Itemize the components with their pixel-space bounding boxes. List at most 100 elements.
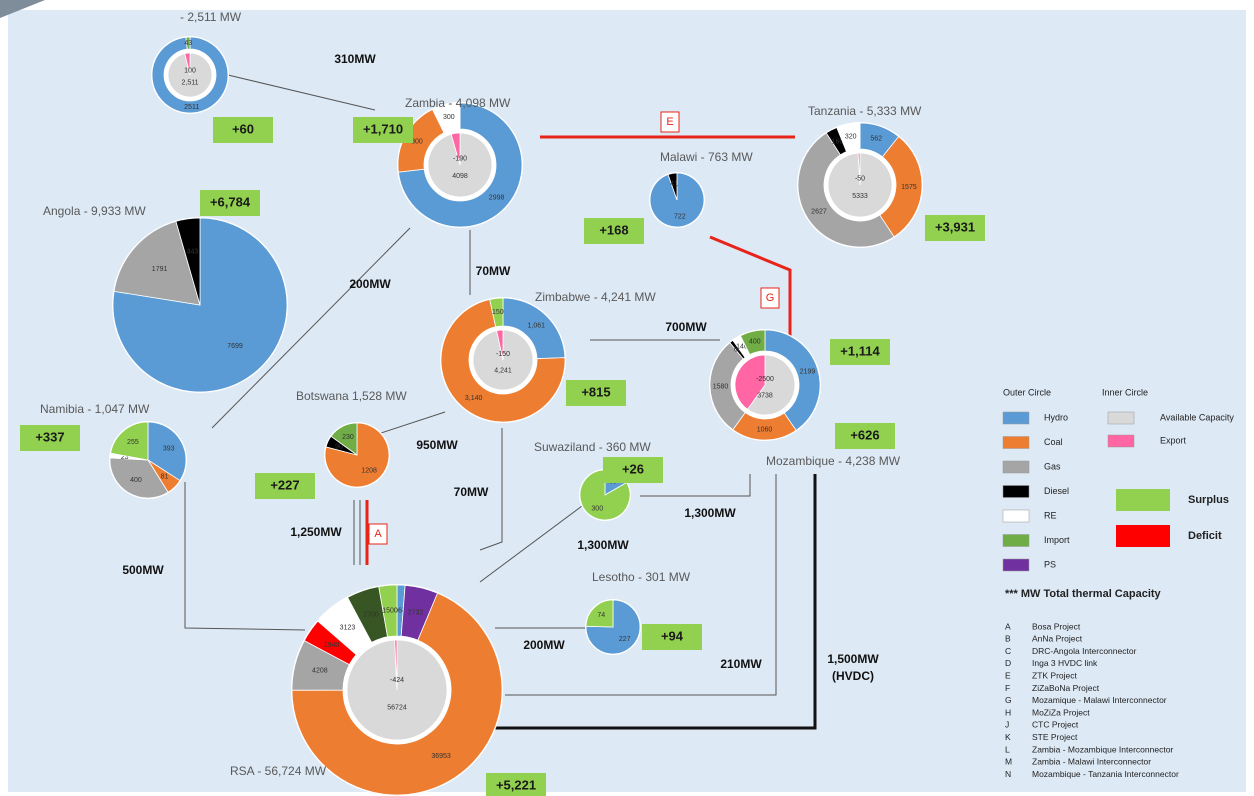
legend-label: Diesel xyxy=(1044,486,1069,496)
link-label: 1,250MW xyxy=(290,525,342,539)
balance: +60 xyxy=(232,121,254,136)
legend-swatch xyxy=(1116,489,1170,511)
slice-label: 1580 xyxy=(713,383,729,390)
slice xyxy=(110,421,149,461)
balance: +26 xyxy=(622,461,644,476)
links xyxy=(184,74,817,730)
balance-box xyxy=(584,218,644,244)
slice-label: 1500 xyxy=(382,608,398,615)
link-line xyxy=(184,482,306,631)
project-code: D xyxy=(1005,658,1011,668)
link-label: 500MW xyxy=(122,563,164,577)
slice xyxy=(151,36,229,114)
slice-label: 2998 xyxy=(489,194,505,201)
project-code: N xyxy=(1005,769,1011,779)
slice xyxy=(764,329,821,431)
legend-swatch xyxy=(1116,525,1170,547)
slice-label: 90 xyxy=(335,443,343,450)
slice-label: 2627 xyxy=(811,209,827,216)
slice-label: 400 xyxy=(749,339,761,346)
link-label: 200MW xyxy=(523,638,565,652)
available-label: 4,241 xyxy=(494,367,512,374)
slice-label: 800 xyxy=(411,138,423,145)
legend-label: Export xyxy=(1160,435,1187,445)
marker-box xyxy=(660,111,680,133)
country: 1,061 3,140 150 4,241 -150 Zimbabwe - 4,241 M… xyxy=(440,290,656,423)
balance-box xyxy=(213,117,273,143)
slice-label: 160 xyxy=(832,138,844,145)
available-label: 56724 xyxy=(387,704,407,711)
slice xyxy=(175,217,201,306)
legend-swatch xyxy=(1107,434,1135,448)
project-code: E xyxy=(1005,670,1011,680)
legend-title: Outer Circle xyxy=(1003,387,1051,397)
slice-label: 3,140 xyxy=(465,395,483,402)
slice xyxy=(109,457,169,499)
project-code: B xyxy=(1005,634,1011,644)
slice-label: 562 xyxy=(870,136,882,143)
marker-box xyxy=(368,523,388,545)
slice-label: 1,061 xyxy=(528,322,546,329)
slice xyxy=(427,132,493,198)
slice-label: 230 xyxy=(342,434,354,441)
balance: +168 xyxy=(599,222,628,237)
slice-label: 1791 xyxy=(152,266,168,273)
link-label: 200MW xyxy=(349,277,391,291)
slice-label: 300 xyxy=(591,505,603,512)
marker: E xyxy=(666,116,673,128)
slice xyxy=(489,297,504,328)
link-label: 1,300MW xyxy=(684,506,736,520)
slice-label: 664 xyxy=(394,607,406,614)
slice xyxy=(857,152,861,186)
available-label: 4098 xyxy=(452,173,468,180)
project-name: Zambia - Mozambique Interconnector xyxy=(1032,744,1173,754)
annotation: +626 xyxy=(850,427,879,442)
available-label: 3738 xyxy=(757,392,773,399)
slice-label: 320 xyxy=(845,134,857,141)
export-label: -50 xyxy=(855,175,865,182)
slice-label: 443 xyxy=(187,248,199,255)
balance-box xyxy=(925,215,985,241)
balance: +6,784 xyxy=(210,194,251,209)
balance: +1,710 xyxy=(363,121,403,136)
balance: +94 xyxy=(661,628,684,643)
slice-label: 227 xyxy=(619,636,631,643)
country-title: Lesotho - 301 MW xyxy=(592,570,691,584)
slice-label: 2511 xyxy=(184,104,199,111)
slice xyxy=(431,102,461,134)
balance: +3,931 xyxy=(935,219,975,234)
slice xyxy=(496,329,504,361)
country-title: RSA - 56,724 MW xyxy=(230,764,327,778)
country-title: Zimbabwe - 4,241 MW xyxy=(535,290,656,304)
country: 393 81 400 23 255 Namibia - 1,047 MW +337 xyxy=(20,402,187,499)
project-line xyxy=(709,235,792,336)
slice-label: 1940 xyxy=(324,642,340,649)
legend-label: Hydro xyxy=(1044,412,1068,422)
marker-box xyxy=(760,287,780,309)
slice xyxy=(185,36,191,50)
balance-box xyxy=(20,425,80,451)
legend-title: Inner Circle xyxy=(1102,387,1148,397)
legend-swatch xyxy=(1002,485,1030,498)
balance-box xyxy=(255,473,315,499)
marker: G xyxy=(766,292,775,304)
legend-label: Gas xyxy=(1044,461,1061,471)
project-name: STE Project xyxy=(1032,732,1078,742)
slice-label: 81 xyxy=(161,474,169,481)
slice xyxy=(378,584,398,638)
balance-box xyxy=(566,380,626,406)
slice-label: 36953 xyxy=(431,753,451,760)
legend-label: Available Capacity xyxy=(1160,412,1234,422)
slice-label: 400 xyxy=(130,477,142,484)
project-code: L xyxy=(1005,744,1010,754)
slice-label: 255 xyxy=(127,439,139,446)
link-label: 700MW xyxy=(665,320,707,334)
slice xyxy=(739,329,766,356)
project-name: DRC-Angola Interconnector xyxy=(1032,646,1137,656)
slice-label: 722 xyxy=(674,213,686,220)
slice xyxy=(734,354,766,410)
slice-label: 74 xyxy=(597,612,605,619)
balance-box xyxy=(603,457,663,483)
